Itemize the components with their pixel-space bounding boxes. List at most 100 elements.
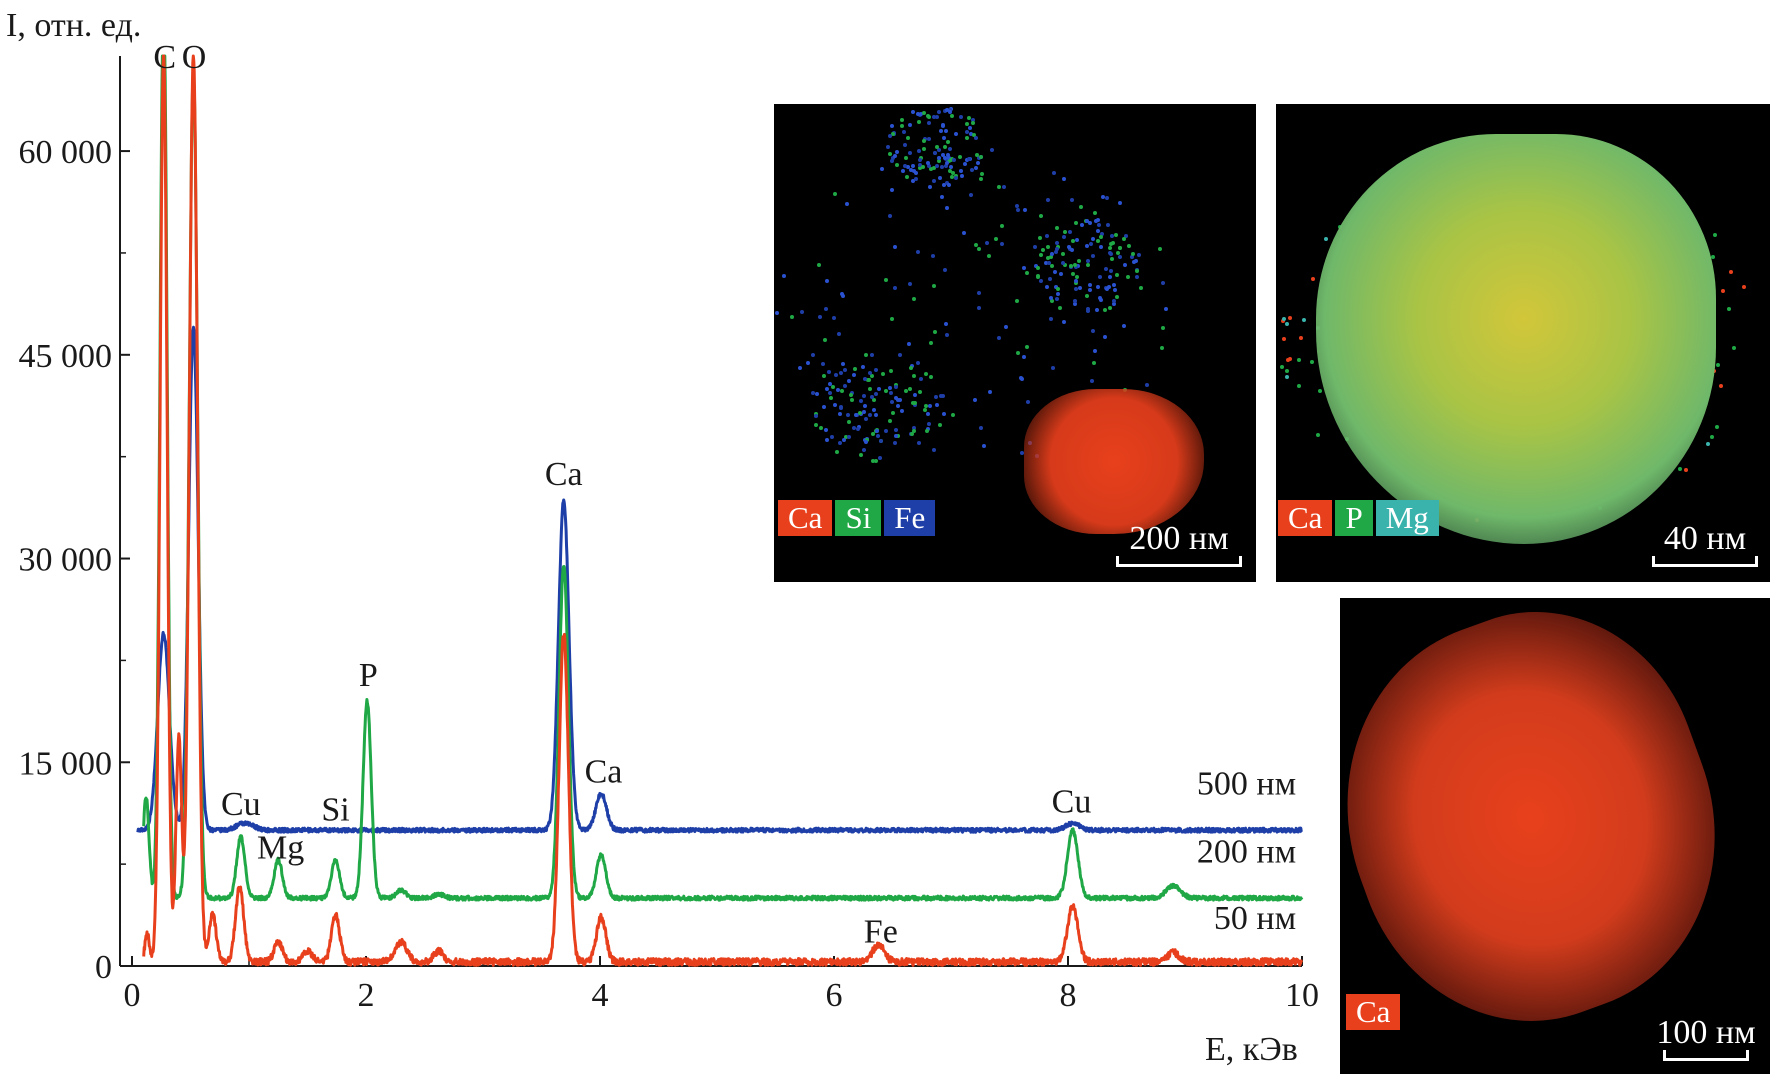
legend: Ca P Mg [1278, 500, 1439, 536]
map-dot [936, 156, 941, 161]
map-dot [1111, 298, 1116, 303]
map-dot [867, 386, 872, 391]
scale-line [1663, 1050, 1749, 1061]
map-dot [893, 244, 898, 249]
map-dot [932, 179, 937, 184]
map-dot [912, 392, 917, 397]
map-dot [1022, 354, 1027, 359]
map-dot [949, 158, 954, 163]
map-dot [912, 373, 917, 378]
map-dot [862, 447, 867, 452]
map-dot [1161, 280, 1166, 285]
map-dot [964, 136, 969, 141]
map-dot [1098, 245, 1103, 250]
map-dot [1115, 273, 1120, 277]
map-dot [1061, 252, 1066, 257]
map-dot [922, 138, 927, 143]
map-dot [1114, 294, 1119, 299]
map-dot [1040, 247, 1045, 252]
series-line-2 [142, 54, 1304, 902]
map-dot [1096, 238, 1101, 243]
map-dot [1070, 197, 1075, 202]
map-dot [959, 173, 964, 178]
map-dot [884, 389, 889, 394]
map-dot [895, 150, 900, 155]
map-dot [947, 109, 952, 114]
ca-particle [1024, 389, 1204, 534]
map-dot [961, 230, 966, 235]
map-dot [1063, 263, 1068, 268]
map-dot [844, 202, 849, 207]
map-dot [907, 151, 912, 156]
map-dot [1046, 255, 1051, 260]
map-dot [934, 395, 939, 400]
map-dot [1086, 308, 1091, 313]
map-dot [1126, 275, 1131, 280]
peak-label: Fe [864, 914, 898, 951]
map-dot [1104, 287, 1109, 292]
map-dot [923, 408, 928, 413]
map-dot [935, 164, 940, 169]
map-dot [979, 171, 984, 176]
peak-label: P [359, 657, 378, 694]
map-dot [977, 306, 982, 311]
map-dot [970, 121, 975, 126]
map-dot [861, 410, 866, 415]
map-dot [953, 131, 958, 136]
map-dot [889, 158, 894, 163]
map-dot [963, 162, 968, 167]
map-dot [917, 165, 922, 170]
map-dot [863, 376, 867, 381]
map-dot [878, 438, 883, 443]
legend-chip-fe: Fe [884, 500, 936, 536]
map-dot [818, 426, 823, 431]
map-dot [1284, 375, 1289, 380]
map-dot [894, 383, 899, 388]
map-dot [1068, 263, 1073, 268]
map-dot [873, 368, 878, 373]
map-dot [1049, 317, 1054, 322]
map-dot [855, 427, 860, 432]
map-dot [964, 130, 969, 135]
map-dot [1112, 283, 1117, 288]
map-dot [942, 268, 947, 273]
map-dot [924, 371, 929, 376]
map-dot [906, 136, 911, 141]
map-dot [1055, 292, 1060, 297]
map-dot [947, 169, 952, 174]
x-tick-label: 10 [1285, 977, 1319, 1014]
map-dot [1054, 241, 1059, 246]
scale-label: 100 нм [1656, 1014, 1756, 1051]
map-dot [1715, 363, 1720, 368]
map-dot [943, 128, 948, 133]
elemental-map-ca-si-fe: Ca Si Fe 200 нм [774, 104, 1256, 582]
map-dot [972, 132, 977, 137]
map-dot [1719, 383, 1724, 388]
map-dot [1093, 219, 1098, 224]
map-dot [1677, 467, 1682, 472]
map-dot [1093, 211, 1098, 216]
map-dot [916, 360, 921, 365]
map-dot [969, 193, 974, 198]
map-dot [927, 121, 932, 126]
peak-label: Ca [545, 456, 583, 493]
map-dot [1298, 336, 1303, 341]
map-dot [921, 147, 926, 152]
map-dot [871, 458, 876, 463]
map-dot [1035, 273, 1040, 278]
map-dot [974, 152, 979, 157]
map-dot [973, 165, 978, 170]
map-dot [1157, 247, 1162, 252]
map-dot [832, 192, 837, 197]
map-dot [857, 411, 862, 416]
map-dot [928, 340, 933, 345]
map-dot [993, 237, 998, 242]
map-dot [1280, 364, 1284, 369]
map-dot [1715, 425, 1720, 430]
map-dot [1054, 226, 1059, 231]
map-dot [1075, 274, 1080, 279]
map-dot [888, 151, 893, 156]
map-dot [1074, 237, 1079, 242]
map-dot [826, 370, 831, 375]
map-dot [1726, 306, 1731, 311]
